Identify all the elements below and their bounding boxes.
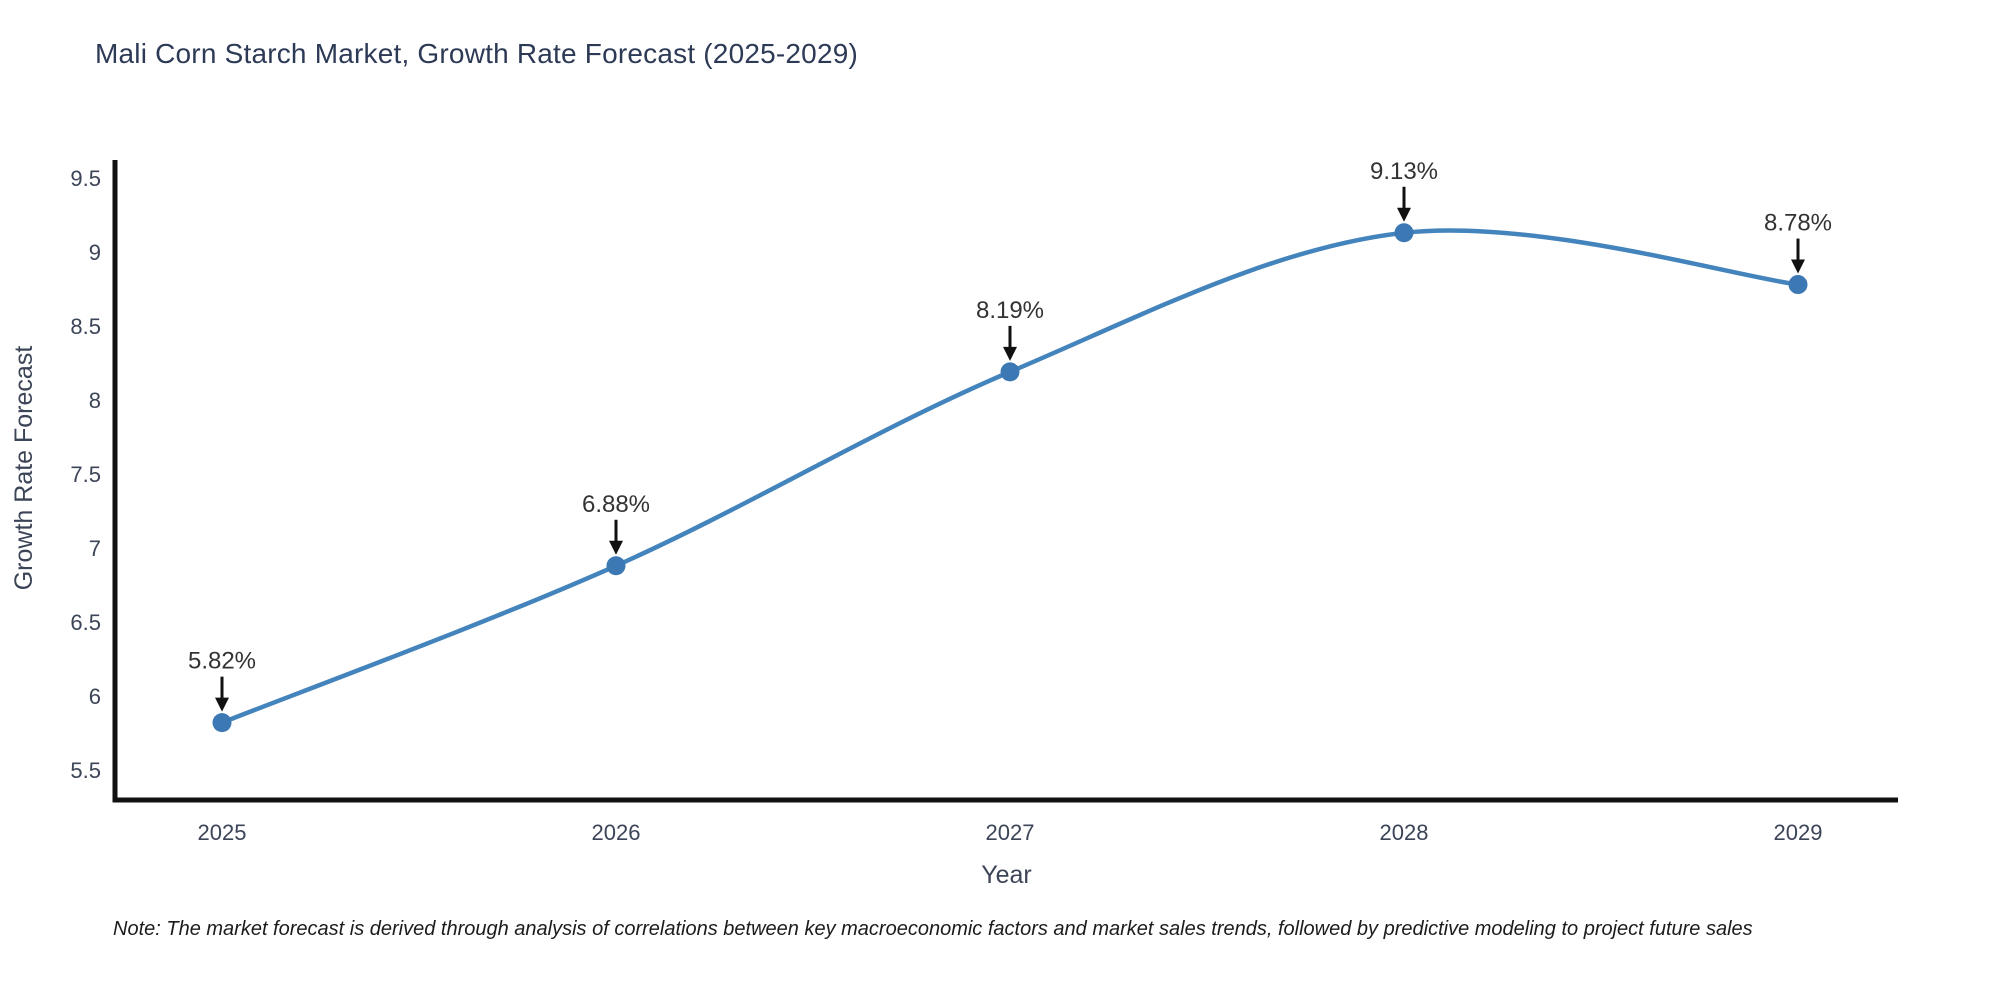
chart-title: Mali Corn Starch Market, Growth Rate For…	[95, 38, 859, 69]
x-tick-label: 2027	[986, 820, 1035, 845]
y-tick-label: 9.5	[70, 166, 101, 191]
annotation-arrow-head	[1791, 259, 1805, 274]
annotation-label: 8.19%	[976, 297, 1044, 324]
chart-footnote: Note: The market forecast is derived thr…	[113, 918, 1753, 940]
y-tick-label: 8	[89, 388, 101, 413]
data-point-marker	[1000, 362, 1020, 382]
y-axis-title: Growth Rate Forecast	[10, 346, 38, 591]
annotation-arrow-head	[1397, 207, 1411, 222]
x-tick-label: 2028	[1380, 820, 1429, 845]
annotation-label: 8.78%	[1764, 210, 1832, 237]
y-tick-label: 7	[89, 536, 101, 561]
y-tick-label: 5.5	[70, 758, 101, 783]
data-point-marker	[606, 556, 626, 576]
y-tick-label: 8.5	[70, 314, 101, 339]
annotation-label: 5.82%	[188, 648, 256, 675]
annotation-arrow-head	[215, 697, 229, 712]
x-tick-label: 2026	[592, 820, 641, 845]
annotation-arrow-head	[1003, 346, 1017, 361]
annotation-label: 9.13%	[1370, 158, 1438, 185]
annotation-arrow-head	[609, 540, 623, 555]
data-point-marker	[212, 713, 232, 733]
annotation-label: 6.88%	[582, 491, 650, 518]
x-tick-label: 2029	[1774, 820, 1823, 845]
y-tick-label: 9	[89, 240, 101, 265]
x-axis-title: Year	[981, 861, 1032, 889]
y-tick-label: 7.5	[70, 462, 101, 487]
x-tick-label: 2025	[198, 820, 247, 845]
y-tick-label: 6	[89, 684, 101, 709]
data-point-marker	[1788, 275, 1808, 295]
y-tick-label: 6.5	[70, 610, 101, 635]
data-point-marker	[1394, 223, 1414, 243]
